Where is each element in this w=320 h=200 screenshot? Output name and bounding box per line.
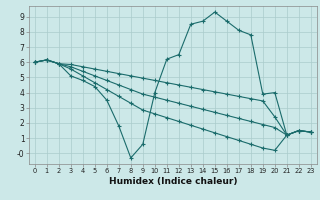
X-axis label: Humidex (Indice chaleur): Humidex (Indice chaleur)	[108, 177, 237, 186]
